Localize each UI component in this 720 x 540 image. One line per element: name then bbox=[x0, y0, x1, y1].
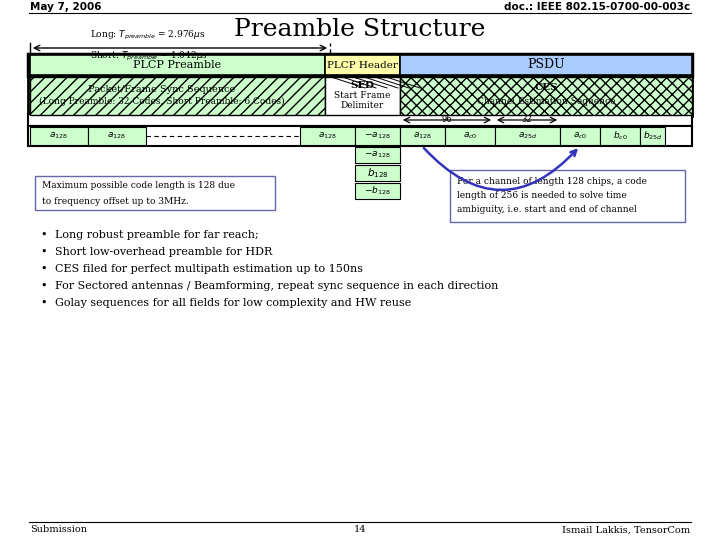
Text: $a_{25d}$: $a_{25d}$ bbox=[518, 131, 537, 141]
Bar bbox=[325, 55, 400, 75]
Text: •: • bbox=[40, 247, 47, 257]
Bar bbox=[355, 165, 400, 181]
Bar bbox=[355, 147, 400, 163]
Text: Packet/Frame Sync Sequence: Packet/Frame Sync Sequence bbox=[89, 84, 235, 93]
Text: PLCP Header: PLCP Header bbox=[327, 60, 397, 70]
Text: •: • bbox=[40, 298, 47, 308]
Bar bbox=[400, 55, 692, 75]
Bar bbox=[28, 126, 692, 146]
Text: $a_{128}$: $a_{128}$ bbox=[413, 131, 432, 141]
Bar bbox=[400, 127, 445, 145]
Text: SFD: SFD bbox=[350, 82, 374, 91]
Text: •: • bbox=[40, 281, 47, 291]
Text: Preamble Structure: Preamble Structure bbox=[234, 18, 486, 42]
Text: Channel Estimation Sequence: Channel Estimation Sequence bbox=[477, 97, 616, 105]
Text: •: • bbox=[40, 264, 47, 274]
Text: to frequency offset up to 3MHz.: to frequency offset up to 3MHz. bbox=[42, 197, 189, 206]
Bar bbox=[495, 127, 560, 145]
Text: Maximum possible code length is 128 due: Maximum possible code length is 128 due bbox=[42, 181, 235, 191]
Text: Delimiter: Delimiter bbox=[341, 100, 384, 110]
Text: ambiguity, i.e. start and end of channel: ambiguity, i.e. start and end of channel bbox=[457, 206, 636, 214]
Text: $a_{128}$: $a_{128}$ bbox=[107, 131, 127, 141]
Bar bbox=[450, 170, 685, 222]
Text: $-a_{128}$: $-a_{128}$ bbox=[364, 150, 391, 160]
Text: $a_{128}$: $a_{128}$ bbox=[50, 131, 68, 141]
Text: •: • bbox=[40, 230, 47, 240]
Bar bbox=[88, 127, 146, 145]
Bar bbox=[560, 127, 600, 145]
Text: CES: CES bbox=[534, 84, 558, 92]
Text: $a_{c0}$: $a_{c0}$ bbox=[463, 131, 477, 141]
Text: For a channel of length 128 chips, a code: For a channel of length 128 chips, a cod… bbox=[457, 178, 647, 186]
Bar bbox=[355, 183, 400, 199]
Text: PLCP Preamble: PLCP Preamble bbox=[133, 60, 221, 70]
Bar bbox=[28, 54, 692, 76]
Text: PSDU: PSDU bbox=[527, 58, 564, 71]
Text: doc.: IEEE 802.15-0700-00-003c: doc.: IEEE 802.15-0700-00-003c bbox=[504, 2, 690, 12]
Bar bbox=[355, 127, 400, 145]
Text: length of 256 is needed to solve time: length of 256 is needed to solve time bbox=[457, 192, 626, 200]
Text: 14: 14 bbox=[354, 525, 366, 535]
Bar bbox=[35, 176, 275, 210]
Text: Submission: Submission bbox=[30, 525, 87, 535]
Bar bbox=[30, 77, 325, 115]
Text: May 7, 2006: May 7, 2006 bbox=[30, 2, 102, 12]
Text: $a_{c0}$: $a_{c0}$ bbox=[572, 131, 588, 141]
Text: (Long Preamble: 32 Codes, Short Preamble: 6 Codes): (Long Preamble: 32 Codes, Short Preamble… bbox=[39, 97, 285, 105]
Text: Long robust preamble for far reach;: Long robust preamble for far reach; bbox=[55, 230, 258, 240]
Bar bbox=[28, 76, 692, 116]
Text: CES filed for perfect multipath estimation up to 150ns: CES filed for perfect multipath estimati… bbox=[55, 264, 363, 274]
Text: 32: 32 bbox=[522, 114, 532, 124]
FancyArrowPatch shape bbox=[424, 148, 576, 190]
Text: $b_{128}$: $b_{128}$ bbox=[366, 166, 389, 180]
Text: Golay sequences for all fields for low complexity and HW reuse: Golay sequences for all fields for low c… bbox=[55, 298, 411, 308]
Text: 96: 96 bbox=[441, 114, 452, 124]
Text: Ismail Lakkis, TensorCom: Ismail Lakkis, TensorCom bbox=[562, 525, 690, 535]
Text: $b_{25d}$: $b_{25d}$ bbox=[642, 130, 662, 142]
Bar bbox=[640, 127, 665, 145]
Text: Long: $T_{preamble}$ = 2.976$\mu$s: Long: $T_{preamble}$ = 2.976$\mu$s bbox=[90, 29, 206, 42]
Text: Short: $T_{preamble}$ = 1.042$\mu$s: Short: $T_{preamble}$ = 1.042$\mu$s bbox=[90, 50, 208, 63]
Bar bbox=[300, 127, 355, 145]
Bar bbox=[600, 127, 640, 145]
Text: For Sectored antennas / Beamforming, repeat sync sequence in each direction: For Sectored antennas / Beamforming, rep… bbox=[55, 281, 498, 291]
Text: $b_{c0}$: $b_{c0}$ bbox=[613, 130, 627, 142]
Text: $-a_{128}$: $-a_{128}$ bbox=[364, 131, 391, 141]
Text: $-b_{128}$: $-b_{128}$ bbox=[364, 185, 391, 197]
Bar bbox=[30, 127, 88, 145]
Bar bbox=[28, 114, 692, 126]
Text: Start Frame: Start Frame bbox=[334, 91, 390, 100]
Bar bbox=[400, 77, 692, 115]
Text: $a_{128}$: $a_{128}$ bbox=[318, 131, 337, 141]
Bar bbox=[445, 127, 495, 145]
Bar bbox=[30, 55, 325, 75]
Bar bbox=[325, 77, 400, 115]
Text: Short low-overhead preamble for HDR: Short low-overhead preamble for HDR bbox=[55, 247, 272, 257]
